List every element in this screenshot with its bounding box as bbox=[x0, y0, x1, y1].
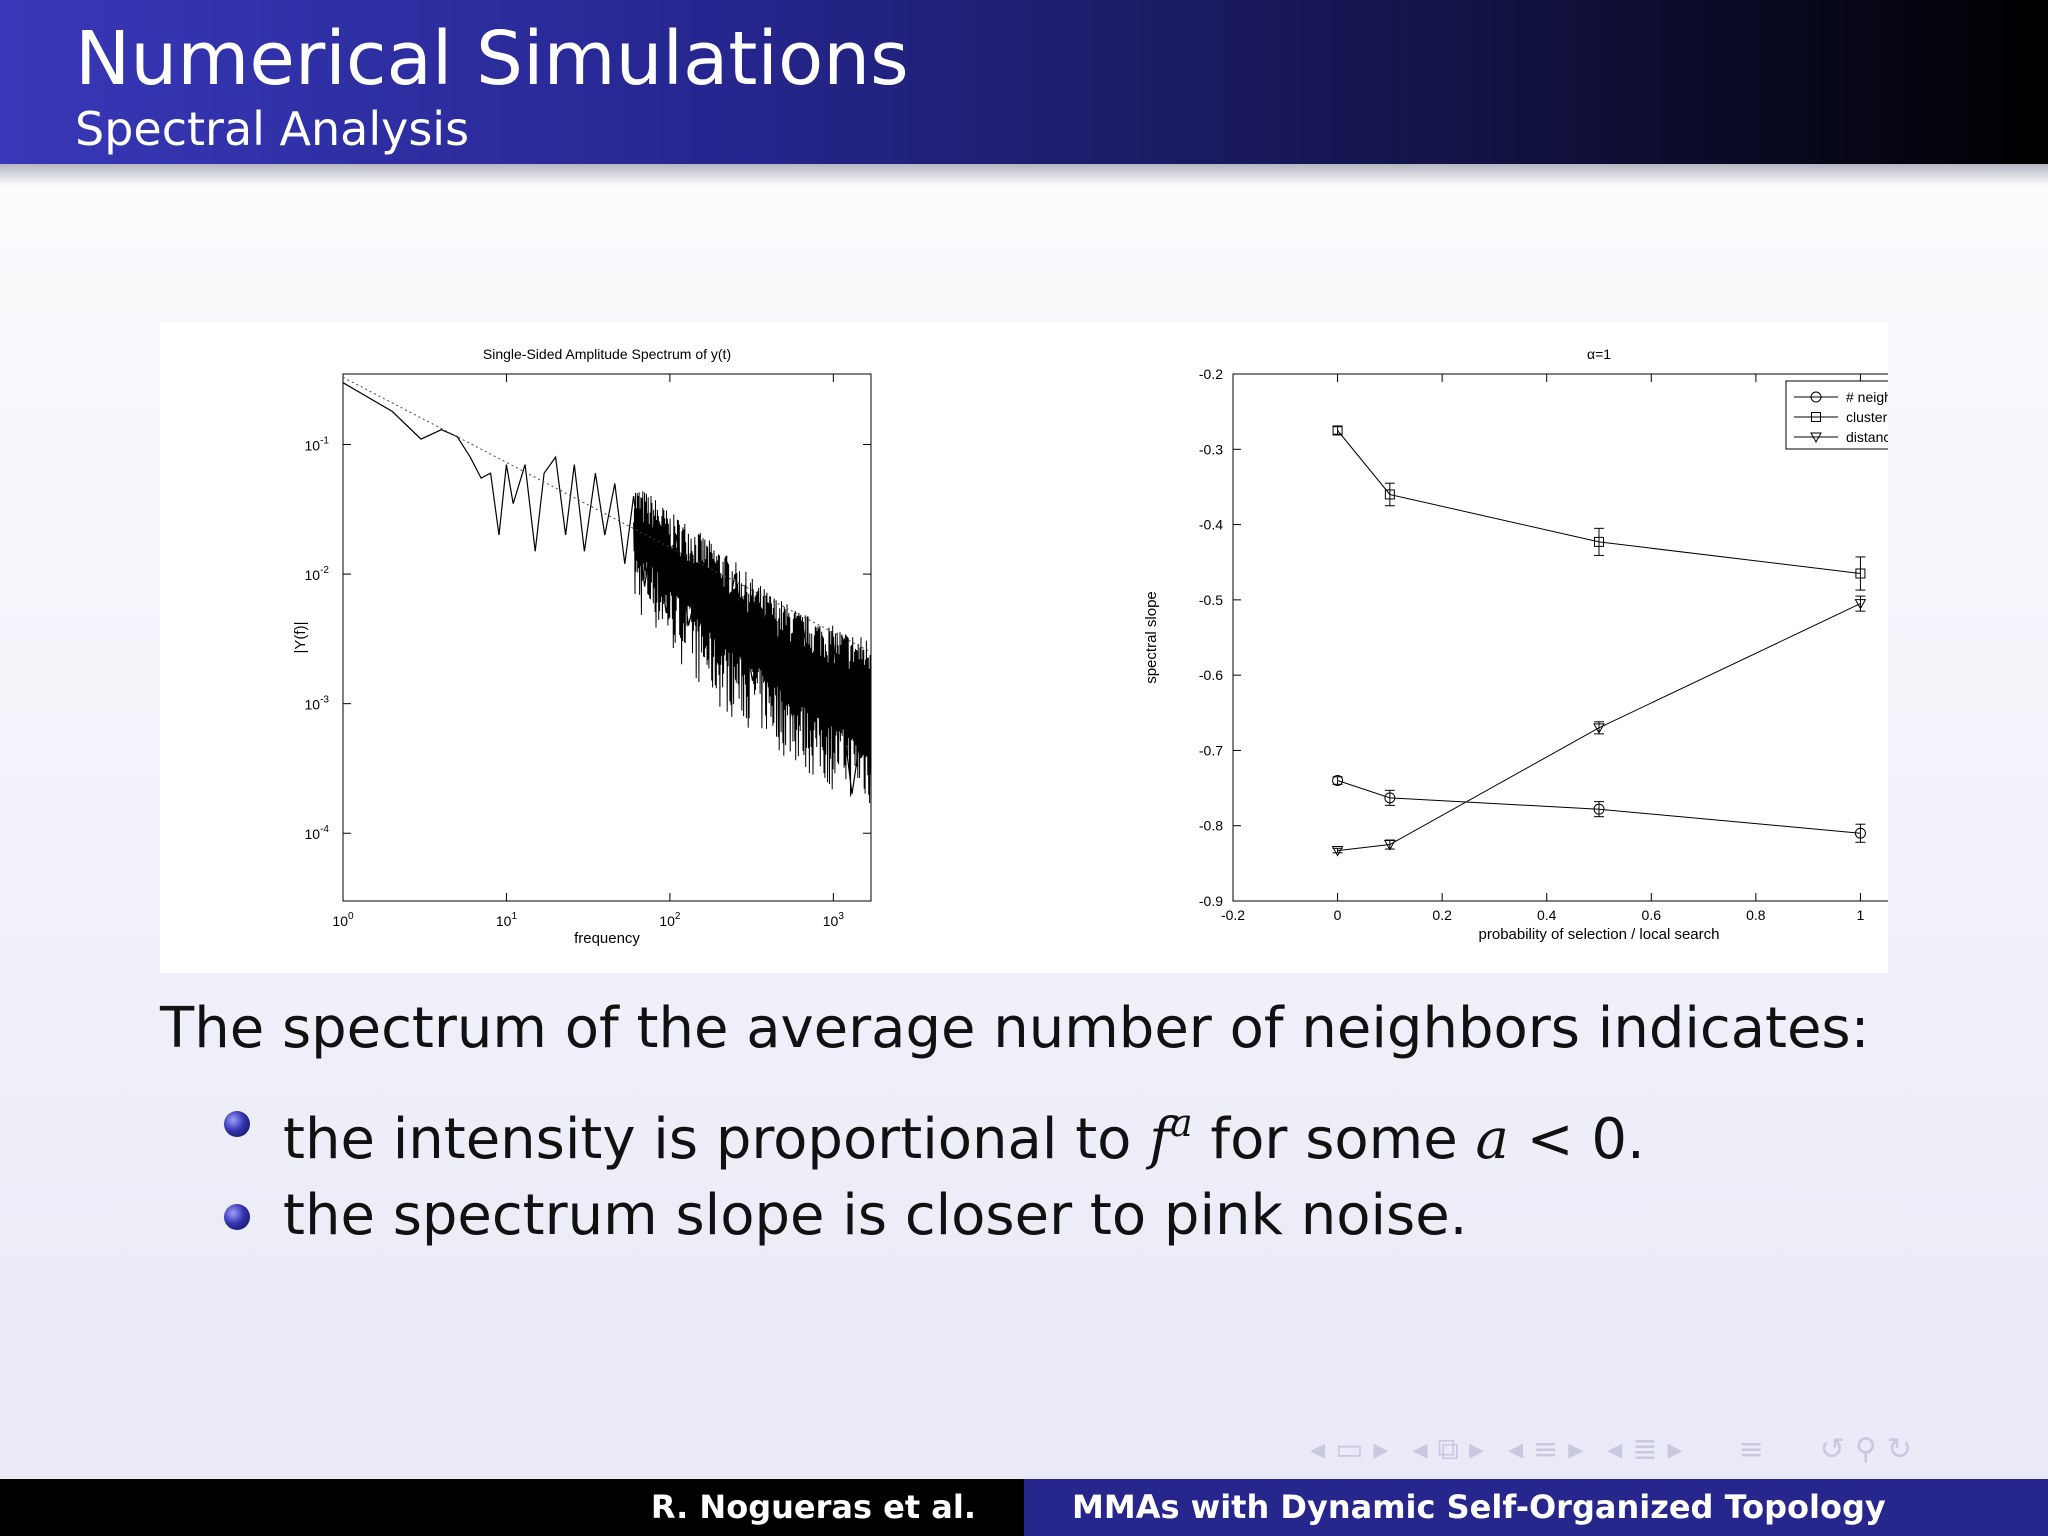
x-tick-label: 103 bbox=[823, 911, 845, 929]
y-tick-label: -0.2 bbox=[1199, 366, 1223, 382]
bullet-1-prefix: the intensity is proportional to bbox=[283, 1107, 1150, 1172]
chart-title: α=1 bbox=[1587, 346, 1611, 362]
legend-box bbox=[1785, 380, 1888, 450]
legend-marker-circle bbox=[1810, 391, 1822, 403]
x-tick-label: 102 bbox=[659, 911, 681, 929]
chart-title: Single-Sided Amplitude Spectrum of y(t) bbox=[483, 346, 731, 362]
point-triangle bbox=[1854, 599, 1867, 610]
point-square bbox=[1594, 536, 1604, 547]
point-circle bbox=[1854, 827, 1866, 839]
y-tick-label: 10-3 bbox=[305, 695, 330, 713]
header-shadow bbox=[0, 164, 2048, 186]
point-square bbox=[1332, 425, 1343, 436]
x-tick-label: 1 bbox=[1857, 907, 1865, 923]
point-circle bbox=[1332, 775, 1344, 787]
toc-icon[interactable]: ≡ bbox=[1738, 1432, 1764, 1467]
series-line-circle bbox=[1337, 780, 1861, 834]
x-tick-label: 0 bbox=[1334, 907, 1342, 923]
y-tick-label: -0.4 bbox=[1199, 517, 1223, 533]
section-prev-icon[interactable]: ◂ bbox=[1508, 1432, 1524, 1467]
series-triangle bbox=[1331, 595, 1867, 857]
y-axis-label: spectral slope bbox=[1143, 591, 1160, 684]
spectrum-noise-band bbox=[633, 491, 871, 804]
figure-panel: Single-Sided Amplitude Spectrum of y(t) f… bbox=[160, 323, 1888, 973]
legend-marker-square bbox=[1811, 412, 1821, 422]
frame-icon[interactable]: ▭ bbox=[1335, 1432, 1364, 1467]
footer-author-bar: R. Nogueras et al. bbox=[0, 1479, 1024, 1536]
slide-icon[interactable]: ≣ bbox=[1632, 1432, 1658, 1467]
math-f: f bbox=[1149, 1107, 1170, 1172]
y-tick-label: 10-1 bbox=[305, 436, 330, 454]
y-tick-label: -0.9 bbox=[1199, 893, 1223, 909]
footer-author: R. Nogueras et al. bbox=[650, 1488, 976, 1526]
page-subtitle: Spectral Analysis bbox=[75, 102, 470, 156]
point-triangle bbox=[1384, 840, 1396, 851]
footer-title-bar: MMAs with Dynamic Self-Organized Topolog… bbox=[1024, 1479, 2048, 1536]
x-axis-label: frequency bbox=[574, 930, 640, 947]
bullet-1-middle: for some bbox=[1192, 1107, 1476, 1172]
slide-next-icon[interactable]: ▸ bbox=[1667, 1432, 1683, 1467]
slide-prev-icon[interactable]: ◂ bbox=[1607, 1432, 1623, 1467]
frame-prev-icon[interactable]: ◂ bbox=[1310, 1432, 1326, 1467]
back-icon[interactable]: ↺ bbox=[1819, 1432, 1845, 1467]
y-axis-label: |Y(f)| bbox=[292, 622, 309, 654]
point-square bbox=[1384, 489, 1395, 500]
y-tick-label: -0.6 bbox=[1199, 667, 1223, 683]
point-square bbox=[1855, 568, 1866, 579]
x-tick-label: -0.2 bbox=[1221, 907, 1245, 923]
math-a: a bbox=[1475, 1107, 1509, 1172]
spectral-slope-chart: α=1 probability of selection / local sear… bbox=[1143, 346, 1888, 943]
legend: # neighbors clustering coeff. distance bbox=[1785, 380, 1888, 450]
x-axis-label: probability of selection / local search bbox=[1479, 926, 1720, 943]
plot-frame bbox=[1232, 373, 1888, 902]
x-tick-label: 100 bbox=[332, 911, 354, 929]
section-icon[interactable]: ≡ bbox=[1533, 1432, 1559, 1467]
header-bar: Numerical Simulations Spectral Analysis bbox=[0, 0, 2048, 164]
y-tick-label: 10-2 bbox=[305, 565, 330, 583]
series-square bbox=[1332, 425, 1866, 591]
legend-label: # neighbors bbox=[1846, 389, 1888, 405]
series-line-triangle bbox=[1337, 603, 1861, 852]
bullet-icon bbox=[224, 1204, 250, 1230]
frame-next-icon[interactable]: ▸ bbox=[1373, 1432, 1389, 1467]
math-exponent-a: a bbox=[1169, 1101, 1193, 1145]
bullet-1-suffix: < 0. bbox=[1508, 1107, 1645, 1172]
amplitude-spectrum-chart: Single-Sided Amplitude Spectrum of y(t) f… bbox=[292, 346, 872, 947]
point-triangle bbox=[1331, 846, 1344, 857]
x-tick-label: 0.2 bbox=[1432, 907, 1452, 923]
search-icon[interactable]: ⚲ bbox=[1854, 1432, 1877, 1467]
bullet-item-2: the spectrum slope is closer to pink noi… bbox=[283, 1183, 1468, 1248]
point-triangle bbox=[1593, 723, 1605, 734]
x-tick-label: 0.8 bbox=[1746, 907, 1766, 923]
legend-marker-triangle bbox=[1810, 432, 1822, 444]
subsection-prev-icon[interactable]: ◂ bbox=[1412, 1432, 1428, 1467]
point-circle bbox=[1384, 792, 1396, 804]
series-circle bbox=[1332, 775, 1866, 843]
y-tick-label: -0.5 bbox=[1199, 592, 1223, 608]
forward-icon[interactable]: ↻ bbox=[1886, 1432, 1912, 1467]
bullet-icon bbox=[224, 1111, 250, 1137]
page-title: Numerical Simulations bbox=[75, 16, 909, 102]
y-tick-label: -0.3 bbox=[1199, 441, 1223, 457]
navigation-bar: ◂ ▭ ▸ ◂ ⧉ ▸ ◂ ≡ ▸ ◂ ≣ ▸ ≡ ↺ ⚲ ↻ bbox=[1310, 1432, 1922, 1472]
x-tick-label: 0.4 bbox=[1537, 907, 1557, 923]
legend-label: clustering coeff. bbox=[1846, 409, 1888, 425]
section-next-icon[interactable]: ▸ bbox=[1568, 1432, 1584, 1467]
footer-talk-title: MMAs with Dynamic Self-Organized Topolog… bbox=[1072, 1488, 1886, 1526]
x-tick-label: 101 bbox=[496, 911, 518, 929]
subsection-icon[interactable]: ⧉ bbox=[1437, 1432, 1459, 1467]
fit-dotted-line bbox=[343, 376, 871, 653]
y-tick-label: -0.7 bbox=[1199, 742, 1223, 758]
plot-area bbox=[343, 376, 871, 804]
y-tick-label: 10-4 bbox=[305, 824, 330, 842]
legend-label: distance bbox=[1846, 429, 1888, 445]
bullet-item-1: the intensity is proportional to fa for … bbox=[283, 1088, 1645, 1175]
y-tick-label: -0.8 bbox=[1199, 818, 1223, 834]
x-tick-label: 0.6 bbox=[1642, 907, 1662, 923]
intro-text: The spectrum of the average number of ne… bbox=[160, 996, 1870, 1061]
subsection-next-icon[interactable]: ▸ bbox=[1468, 1432, 1485, 1467]
point-circle bbox=[1593, 803, 1605, 815]
series-line-square bbox=[1337, 430, 1861, 574]
